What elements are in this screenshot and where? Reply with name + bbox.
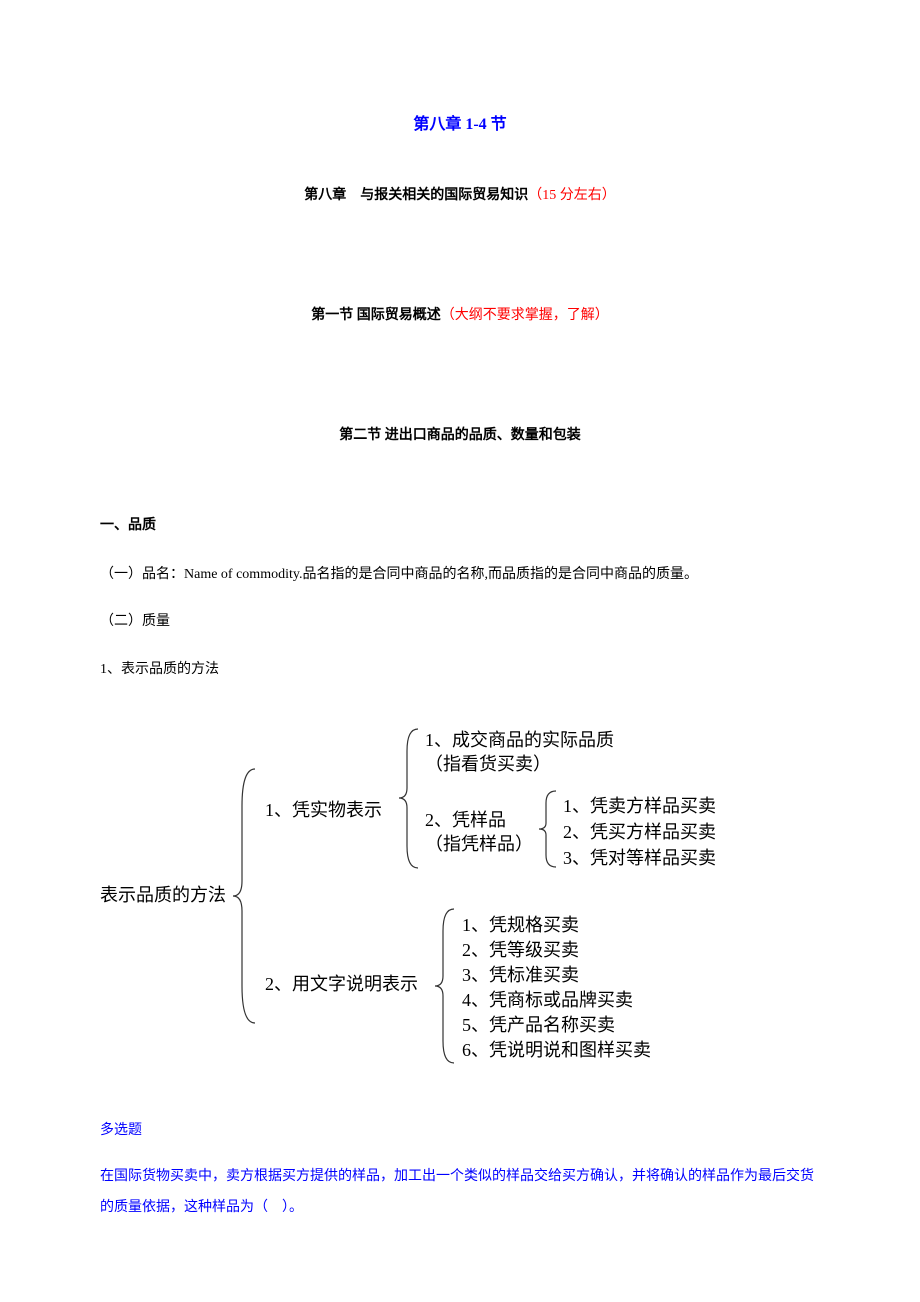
branch2-label: 2、用文字说明表示 <box>265 970 418 996</box>
b1s2-item2: 2、凭买方样品买卖 <box>563 818 716 844</box>
b1s2-item3: 3、凭对等样品买卖 <box>563 844 716 870</box>
b2-item1: 1、凭规格买卖 <box>462 911 579 937</box>
para-method: 1、表示品质的方法 <box>100 659 820 681</box>
b2-item5: 5、凭产品名称买卖 <box>462 1011 615 1037</box>
branch1-label: 1、凭实物表示 <box>265 796 382 822</box>
para-quality: （二）质量 <box>100 611 820 633</box>
heading-quality: 一、品质 <box>100 514 820 534</box>
question-type-label: 多选题 <box>100 1116 820 1147</box>
branch1-sub2-brace <box>536 788 560 870</box>
b2-item3: 3、凭标准买卖 <box>462 961 579 987</box>
branch2-brace <box>432 906 458 1066</box>
b2-item4: 4、凭商标或品牌买卖 <box>462 986 633 1012</box>
quality-method-diagram: 表示品质的方法 1、凭实物表示 1、成交商品的实际品质 （指看货买卖） 2、凭样… <box>100 706 820 1086</box>
section2-heading: 第二节 进出口商品的品质、数量和包装 <box>100 424 820 444</box>
page-title: 第八章 1-4 节 <box>100 110 820 134</box>
chapter-note: （15 分左右） <box>528 188 616 203</box>
b2-item6: 6、凭说明说和图样买卖 <box>462 1036 651 1062</box>
b2-item2: 2、凭等级买卖 <box>462 936 579 962</box>
branch1-brace <box>396 726 422 871</box>
section1-note: （大纲不要求掌握，了解） <box>441 308 609 323</box>
section1-heading: 第一节 国际贸易概述（大纲不要求掌握，了解） <box>100 304 820 324</box>
root-brace <box>230 766 260 1026</box>
section1-prefix: 第一节 国际贸易概述 <box>311 308 441 323</box>
chapter-heading: 第八章 与报关相关的国际贸易知识（15 分左右） <box>100 184 820 204</box>
chapter-prefix: 第八章 与报关相关的国际贸易知识 <box>304 188 528 203</box>
question-block: 多选题 在国际货物买卖中，卖方根据买方提供的样品，加工出一个类似的样品交给买方确… <box>100 1116 820 1223</box>
diagram-root: 表示品质的方法 <box>100 881 226 907</box>
branch1-sub1-line1: 1、成交商品的实际品质 <box>425 726 614 752</box>
branch1-sub2-line2: （指凭样品） <box>425 830 533 856</box>
para-name-commodity: （一）品名：Name of commodity.品名指的是合同中商品的名称,而品… <box>100 564 820 586</box>
branch1-sub1-line2: （指看货买卖） <box>425 750 551 776</box>
branch1-sub2-line1: 2、凭样品 <box>425 806 506 832</box>
b1s2-item1: 1、凭卖方样品买卖 <box>563 792 716 818</box>
question-text: 在国际货物买卖中，卖方根据买方提供的样品，加工出一个类似的样品交给买方确认，并将… <box>100 1162 820 1224</box>
